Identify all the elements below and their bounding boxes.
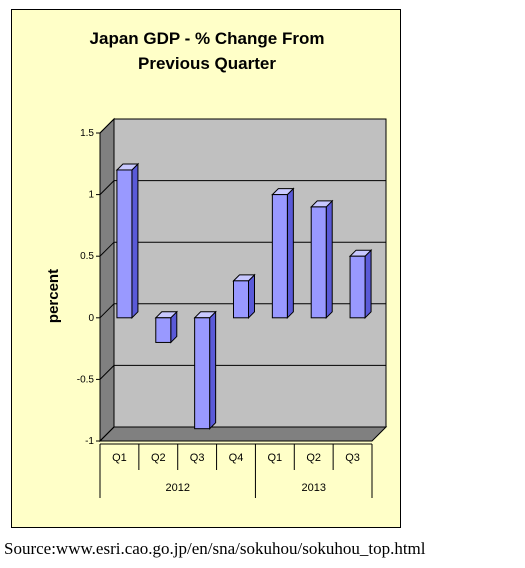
bar xyxy=(194,317,211,430)
x-tick-label: Q1 xyxy=(268,452,283,464)
gridline xyxy=(99,426,386,442)
bar-side xyxy=(286,187,294,320)
source-caption: Source:www.esri.cao.go.jp/en/sna/sokuhou… xyxy=(4,539,426,558)
side-wall xyxy=(99,117,115,443)
gridline xyxy=(99,241,386,257)
chart-area: Japan GDP - % Change From Previous Quart… xyxy=(11,9,401,528)
bar-side xyxy=(131,162,139,320)
x-group-label: 2013 xyxy=(301,482,325,494)
floor xyxy=(98,426,388,442)
x-tick-label: Q2 xyxy=(151,452,166,464)
bar-side xyxy=(325,199,333,320)
x-tick-label: Q3 xyxy=(345,452,360,464)
bar-side xyxy=(248,273,255,320)
gridline xyxy=(99,303,386,319)
bar xyxy=(349,255,366,319)
y-tick-label: 1.5 xyxy=(80,128,94,139)
gridline xyxy=(99,364,386,380)
gridline xyxy=(99,180,386,195)
y-tick-label: 0.5 xyxy=(80,251,94,262)
bar xyxy=(310,206,327,319)
y-tick-label: -0.5 xyxy=(77,374,95,385)
chart-title-line-1: Japan GDP - % Change From xyxy=(90,29,325,48)
chart-svg: Japan GDP - % Change From Previous Quart… xyxy=(45,29,388,498)
y-axis-label: percent xyxy=(45,269,62,323)
y-tick-label: 0 xyxy=(88,313,94,324)
x-tick-label: Q1 xyxy=(112,452,127,464)
chart-title-line-2: Previous Quarter xyxy=(138,54,276,73)
y-tick-label: -1 xyxy=(85,436,94,447)
x-tick-label: Q4 xyxy=(229,452,244,464)
bar-side xyxy=(209,310,217,430)
bar-side xyxy=(364,248,372,320)
x-tick-label: Q2 xyxy=(306,452,321,464)
gridline xyxy=(99,118,386,134)
bar xyxy=(271,194,288,319)
back-wall xyxy=(113,118,387,428)
x-tick-label: Q3 xyxy=(190,452,205,464)
bar xyxy=(155,317,172,343)
y-tick-label: 1 xyxy=(88,190,94,201)
x-group-label: 2012 xyxy=(165,482,189,494)
plot-area: 1.5 1 0.5 0 -0.5 -1 Q1 Q2 Q3 Q4 Q1 Q2 Q3 2012 2013 xyxy=(77,117,388,498)
bar xyxy=(116,169,133,319)
bar xyxy=(233,280,249,319)
